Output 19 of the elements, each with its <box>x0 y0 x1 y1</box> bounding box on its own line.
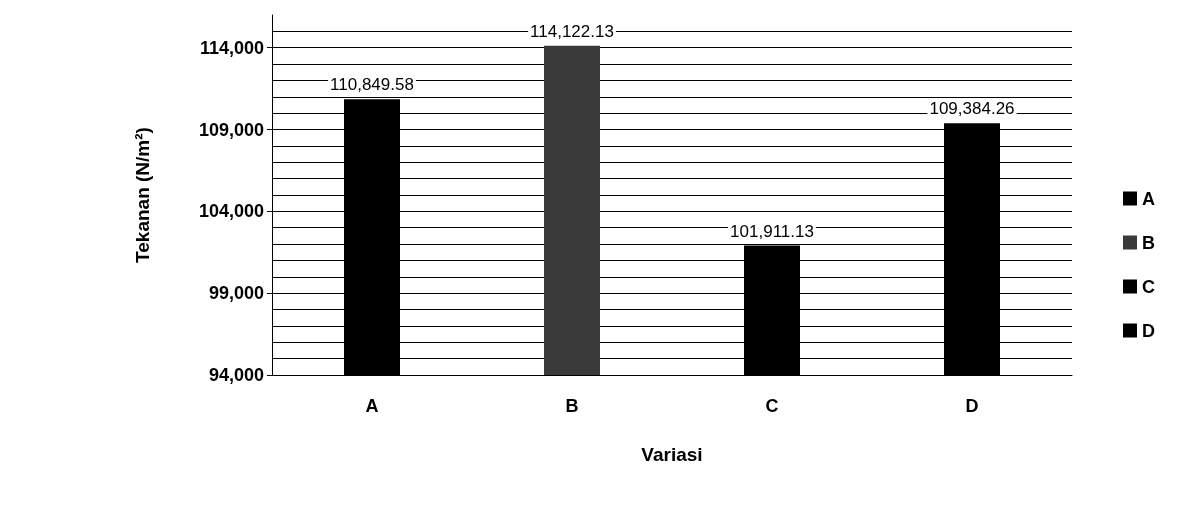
x-axis-title: Variasi <box>641 444 703 465</box>
y-tick-label: 99,000 <box>208 283 264 304</box>
x-tick-label: C <box>765 396 779 416</box>
x-tick-label: B <box>565 396 579 416</box>
y-tick-label: 114,000 <box>199 37 264 58</box>
y-tick-label: 104,000 <box>198 201 264 222</box>
legend-label: C <box>1142 276 1155 297</box>
y-axis-title: Tekanan (N/m²) <box>132 127 153 263</box>
legend-label: A <box>1142 188 1155 209</box>
y-tick-label: 94,000 <box>208 365 264 385</box>
y-tick-label: 109,000 <box>198 119 264 140</box>
legend-label: D <box>1142 320 1155 341</box>
data-label: 109,384.26 <box>929 99 1015 119</box>
x-tick-label: A <box>365 396 379 416</box>
data-label: 101,911.13 <box>730 221 814 241</box>
data-label: 110,849.58 <box>330 75 414 95</box>
legend-label: B <box>1142 232 1155 253</box>
x-tick-label: D <box>965 396 979 416</box>
data-label: 114,122.13 <box>530 21 614 41</box>
